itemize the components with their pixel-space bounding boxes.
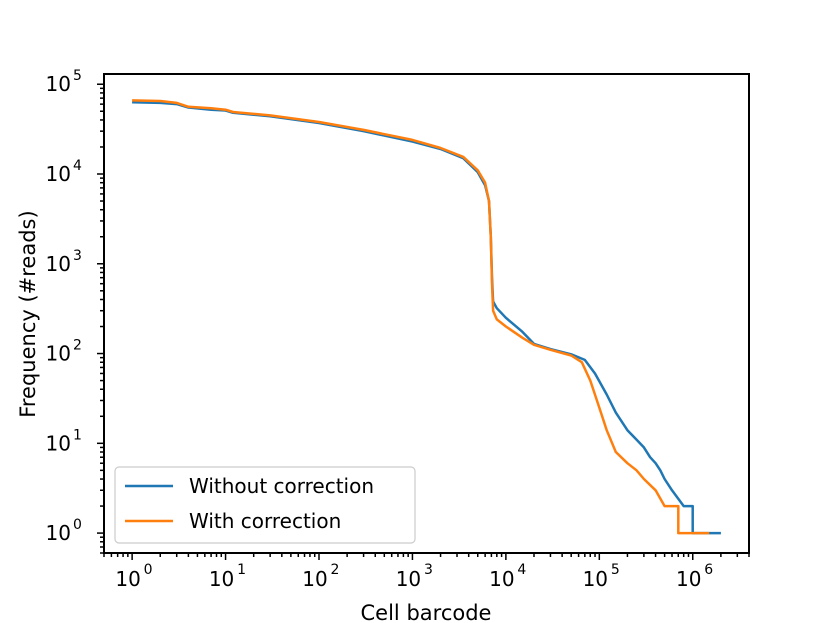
x-axis-title: Cell barcode [361,601,492,623]
y-tick-label: 10 [46,431,71,455]
x-tick-label: 10 [115,567,140,591]
x-tick-label: 10 [676,567,701,591]
y-tick-label: 10 [46,252,71,276]
x-axis-ticks: 10 0 10 1 10 2 10 3 10 4 10 5 10 6 [103,553,750,591]
y-tick-exponent: 1 [73,427,82,443]
x-tick-label: 10 [396,567,421,591]
y-tick-label: 10 [46,521,71,545]
y-tick-exponent: 5 [73,68,82,84]
y-tick-exponent: 3 [73,248,82,264]
x-tick-exponent: 4 [517,562,526,578]
y-tick-exponent: 4 [73,158,82,174]
x-tick-label: 10 [489,567,514,591]
y-axis-title: Frequency (#reads) [16,210,40,417]
legend: Without correction With correction [114,466,416,544]
x-tick-exponent: 2 [331,562,340,578]
x-tick-label: 10 [209,567,234,591]
x-tick-exponent: 3 [424,562,433,578]
y-tick-label: 10 [46,162,71,186]
x-tick-label: 10 [583,567,608,591]
x-tick-exponent: 1 [237,562,246,578]
x-tick-label: 10 [302,567,327,591]
legend-label-1: With correction [189,509,341,533]
y-tick-label: 10 [46,72,71,96]
x-tick-exponent: 5 [611,562,620,578]
legend-box [114,466,416,544]
x-tick-exponent: 0 [144,562,153,578]
x-tick-exponent: 6 [704,562,713,578]
plot-frame [103,73,750,554]
y-tick-exponent: 2 [73,338,82,354]
series-line-1 [132,99,710,535]
series-lines [132,99,721,535]
y-tick-exponent: 0 [73,517,82,533]
legend-label-0: Without correction [189,474,374,498]
y-tick-label: 10 [46,342,71,366]
